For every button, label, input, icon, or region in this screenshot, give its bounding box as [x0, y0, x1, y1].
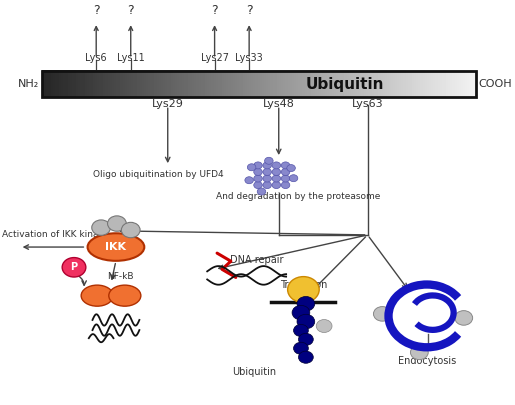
- Circle shape: [287, 164, 295, 172]
- Text: Endocytosis: Endocytosis: [398, 356, 456, 367]
- Text: P: P: [71, 262, 78, 272]
- Circle shape: [263, 181, 271, 189]
- Ellipse shape: [88, 233, 144, 261]
- Text: NF-kB: NF-kB: [108, 273, 134, 281]
- Circle shape: [297, 296, 315, 311]
- Text: Activation of IKK kinase: Activation of IKK kinase: [3, 230, 109, 239]
- Text: Ubiquitin: Ubiquitin: [306, 77, 385, 92]
- Circle shape: [272, 168, 281, 175]
- Text: Lys33: Lys33: [235, 53, 263, 63]
- Text: ?: ?: [93, 4, 99, 17]
- Circle shape: [272, 162, 281, 169]
- Circle shape: [62, 258, 86, 277]
- Text: Oligo ubiquitination by UFD4: Oligo ubiquitination by UFD4: [93, 170, 223, 179]
- Text: Ubiquitin: Ubiquitin: [232, 367, 276, 377]
- Circle shape: [272, 181, 281, 189]
- Circle shape: [272, 175, 281, 182]
- Circle shape: [455, 311, 473, 325]
- Text: ?: ?: [246, 4, 252, 17]
- Text: IKK: IKK: [106, 242, 127, 252]
- Circle shape: [373, 307, 391, 321]
- Text: Transition: Transition: [280, 279, 327, 290]
- Text: Lys11: Lys11: [117, 53, 145, 63]
- Ellipse shape: [81, 285, 113, 306]
- Circle shape: [294, 324, 308, 337]
- Circle shape: [265, 157, 273, 164]
- Circle shape: [287, 277, 319, 303]
- Circle shape: [299, 333, 313, 345]
- Text: Lys63: Lys63: [352, 99, 383, 109]
- Text: DNA repair: DNA repair: [230, 255, 283, 265]
- Circle shape: [92, 220, 111, 235]
- Text: Lys6: Lys6: [85, 53, 107, 63]
- Circle shape: [245, 177, 253, 184]
- Circle shape: [254, 181, 262, 189]
- Circle shape: [281, 181, 290, 189]
- Circle shape: [122, 222, 140, 238]
- Circle shape: [292, 305, 310, 320]
- Circle shape: [263, 175, 271, 182]
- Circle shape: [263, 168, 271, 175]
- Circle shape: [263, 162, 271, 169]
- Text: ?: ?: [211, 4, 218, 17]
- Text: And degradation by the proteasome: And degradation by the proteasome: [216, 192, 381, 201]
- Circle shape: [281, 168, 290, 175]
- Text: COOH: COOH: [478, 79, 512, 89]
- Text: Lys29: Lys29: [152, 99, 184, 109]
- Text: NH₂: NH₂: [18, 79, 40, 89]
- Circle shape: [410, 345, 428, 360]
- Circle shape: [281, 162, 290, 169]
- Text: Lys48: Lys48: [263, 99, 295, 109]
- Bar: [42, 71, 476, 97]
- Circle shape: [254, 175, 262, 182]
- Circle shape: [247, 164, 256, 171]
- Circle shape: [289, 175, 298, 182]
- Circle shape: [297, 314, 315, 329]
- Text: ?: ?: [127, 4, 134, 17]
- Circle shape: [316, 320, 332, 333]
- Circle shape: [299, 351, 313, 363]
- Circle shape: [254, 168, 262, 175]
- Circle shape: [108, 216, 126, 231]
- Text: Lys27: Lys27: [201, 53, 229, 63]
- Circle shape: [257, 188, 266, 195]
- Ellipse shape: [109, 285, 141, 306]
- Circle shape: [254, 162, 262, 169]
- Circle shape: [294, 342, 308, 354]
- Circle shape: [281, 175, 290, 182]
